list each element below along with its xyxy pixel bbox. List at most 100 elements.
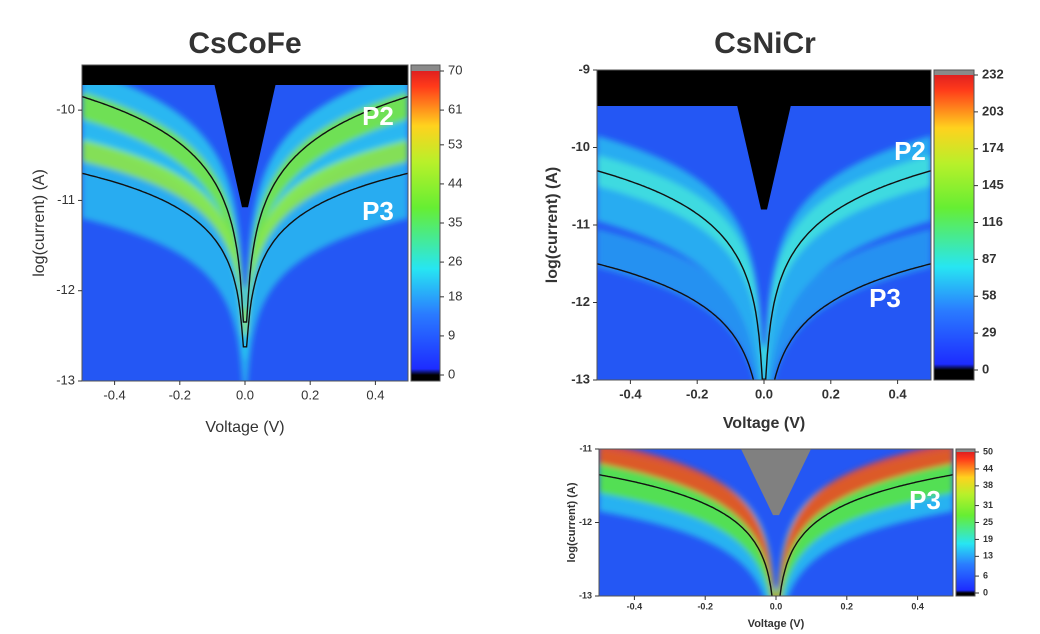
x-tick-label: -0.4 [627, 601, 643, 611]
colorbar-cap [411, 65, 440, 71]
peak-annotation: P3 [869, 283, 901, 313]
colorbar-tick-label: 174 [982, 140, 1004, 155]
x-tick-label: 0.0 [236, 387, 254, 402]
x-tick-label: 0.0 [755, 386, 773, 401]
fit-curve [82, 172, 408, 348]
fit-curve [597, 263, 931, 380]
y-tick-label: -13 [56, 372, 75, 387]
panel: -0.4 -0.2 0.0 0.2 0.4 -13 -12 -11 0 6 13 19 25 31 38 44… [566, 443, 993, 630]
colorbar [934, 75, 974, 370]
colorbar-tick-label: 0 [448, 366, 455, 381]
colorbar [956, 452, 975, 593]
panel: -0.4 -0.2 0.0 0.2 0.4 -13 -12 -11 -10 -9 0 29 58 87 11… [544, 27, 1004, 432]
fit-curve [599, 474, 953, 596]
colorbar-tick-label: 38 [983, 480, 993, 490]
colorbar-tick-label: 145 [982, 177, 1004, 192]
y-tick-label: -11 [579, 443, 592, 453]
y-tick-label: -11 [57, 192, 75, 207]
y-tick-label: -10 [56, 102, 75, 117]
saturation-notch [741, 449, 811, 516]
saturation-notch [729, 70, 799, 210]
density [82, 69, 408, 381]
colorbar-tick-label: 203 [982, 103, 1004, 118]
colorbar-tick-label: 44 [983, 463, 993, 473]
colorbar-floor [934, 370, 974, 380]
x-tick-label: -0.2 [686, 386, 708, 401]
peak-annotation: P3 [362, 196, 394, 226]
colorbar-tick-label: 29 [982, 325, 996, 340]
density [599, 449, 953, 596]
peak-annotation: P2 [362, 101, 394, 131]
y-tick-label: -12 [571, 294, 590, 309]
colorbar-tick-label: 53 [448, 136, 462, 151]
colorbar-tick-label: 19 [983, 534, 993, 544]
colorbar-tick-label: 232 [982, 66, 1004, 81]
colorbar-tick-label: 0 [983, 587, 988, 597]
colorbar-tick-label: 116 [982, 214, 1003, 229]
x-tick-label: -0.2 [697, 601, 713, 611]
x-tick-label: 0.2 [841, 601, 854, 611]
colorbar-floor [411, 375, 440, 381]
panel: -0.4 -0.2 0.0 0.2 0.4 -13 -12 -11 -10 0 9 18 26 35 44 5… [31, 27, 462, 436]
heatmap [597, 70, 931, 380]
density-band [597, 228, 931, 380]
x-tick-label: 0.4 [911, 601, 924, 611]
heatmap [599, 449, 953, 596]
y-axis-label: log(current) (A) [566, 482, 578, 562]
colorbar-tick-label: 18 [448, 288, 462, 303]
colorbar-tick-label: 6 [983, 570, 988, 580]
density-band [597, 155, 931, 380]
x-axis-label: Voltage (V) [723, 415, 805, 432]
colorbar [411, 71, 440, 375]
x-tick-label: 0.4 [366, 387, 384, 402]
chart-title: CsNiCr [714, 27, 816, 60]
fit-curve [597, 170, 931, 380]
colorbar-tick-label: 35 [448, 214, 462, 229]
colorbar-cap [934, 70, 974, 75]
colorbar-tick-label: 70 [448, 62, 462, 77]
y-tick-label: -12 [579, 517, 592, 527]
y-tick-label: -11 [572, 216, 590, 231]
colorbar-tick-label: 25 [983, 517, 993, 527]
x-tick-label: 0.4 [889, 386, 908, 401]
x-axis-label: Voltage (V) [205, 419, 284, 436]
peak-annotation: P3 [909, 485, 941, 515]
y-axis-label: log(current) (A) [31, 169, 48, 277]
chart-title: CsCoFe [188, 27, 301, 60]
y-tick-label: -13 [579, 590, 592, 600]
colorbar-tick-label: 9 [448, 327, 455, 342]
y-tick-label: -12 [56, 282, 75, 297]
colorbar-tick-label: 31 [983, 500, 993, 510]
y-tick-label: -9 [578, 61, 590, 76]
colorbar-floor [956, 593, 975, 596]
colorbar-tick-label: 13 [983, 551, 993, 561]
density-band [82, 137, 408, 381]
y-axis-label: log(current) (A) [544, 167, 561, 283]
x-tick-label: -0.4 [619, 386, 642, 401]
x-axis-label: Voltage (V) [748, 618, 805, 630]
density-band [599, 449, 953, 596]
colorbar-tick-label: 50 [983, 446, 993, 456]
y-tick-label: -13 [571, 371, 590, 386]
fit-curve [82, 95, 408, 323]
colorbar-tick-label: 58 [982, 288, 996, 303]
colorbar-tick-label: 26 [448, 254, 462, 269]
heatmap [82, 65, 408, 381]
x-tick-label: -0.4 [103, 387, 125, 402]
peak-annotation: P2 [894, 136, 926, 166]
colorbar-tick-label: 0 [982, 361, 989, 376]
density [597, 135, 931, 380]
colorbar-tick-label: 87 [982, 251, 996, 266]
density-band [82, 92, 408, 336]
colorbar-cap [956, 449, 975, 452]
saturation-notch [210, 65, 280, 208]
colorbar-tick-label: 61 [448, 102, 462, 117]
x-tick-label: 0.0 [770, 601, 783, 611]
x-tick-label: 0.2 [301, 387, 319, 402]
density-band [82, 139, 408, 335]
colorbar-frame [933, 69, 975, 381]
y-tick-label: -10 [571, 139, 590, 154]
x-tick-label: 0.2 [822, 386, 840, 401]
x-tick-label: -0.2 [169, 387, 191, 402]
